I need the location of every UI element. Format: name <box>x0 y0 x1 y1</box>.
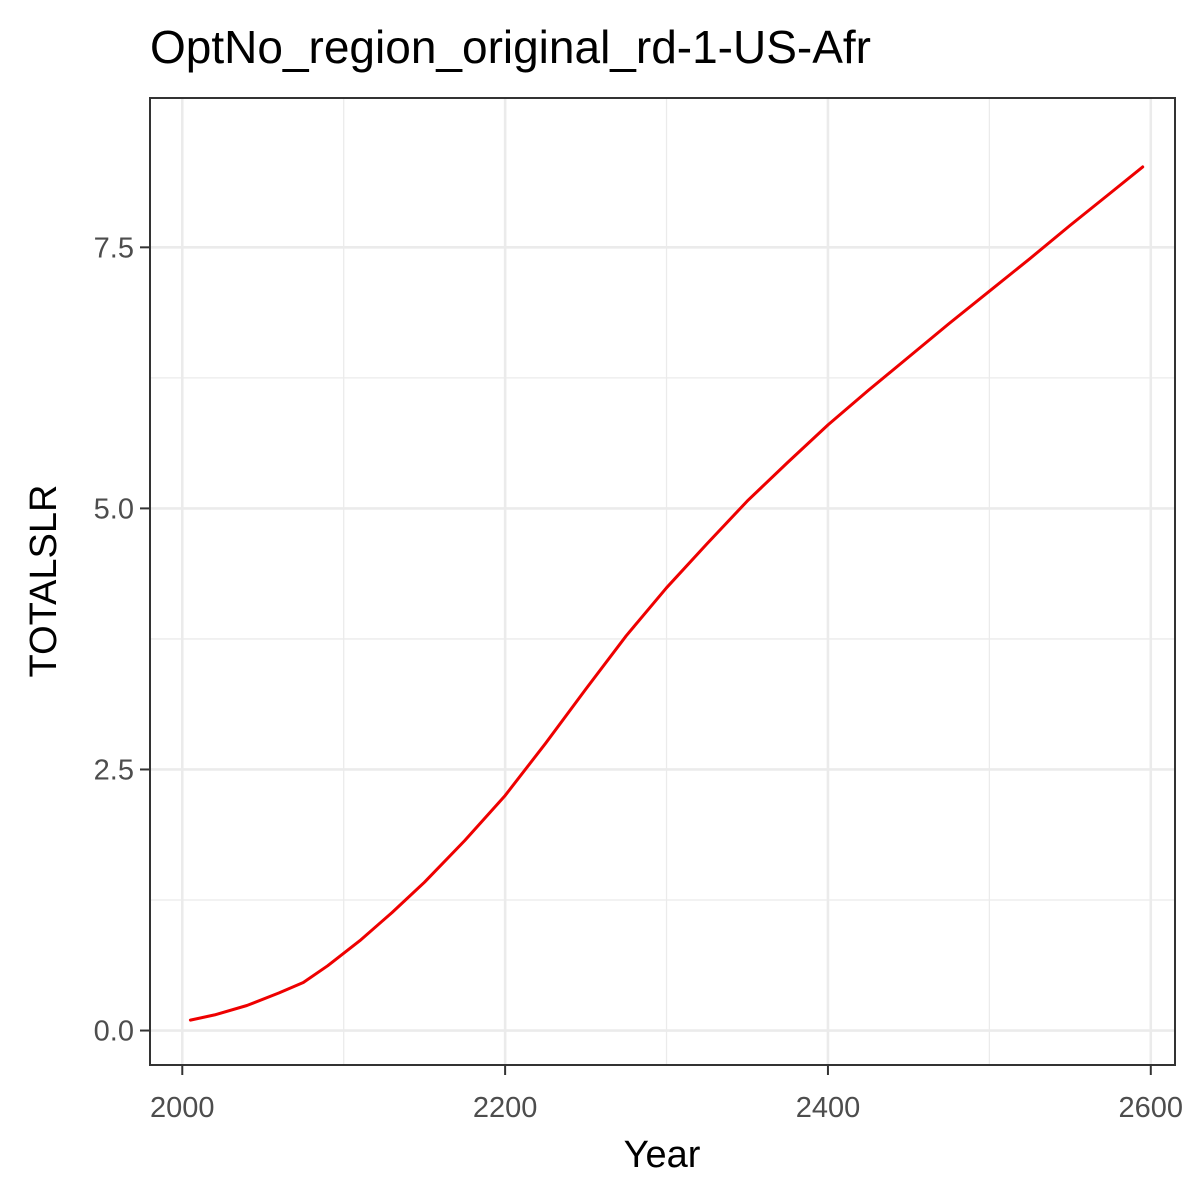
plot-panel-border <box>149 97 1176 1066</box>
chart-title: OptNo_region_original_rd-1-US-Afr <box>150 21 871 73</box>
series-line <box>188 165 1145 1022</box>
y-axis-title: TOTALSLR <box>23 485 65 678</box>
y-axis: 0.0 2.5 5.0 7.5 <box>94 232 150 1048</box>
major-gridlines <box>150 98 1175 1065</box>
y-tick-label: 2.5 <box>94 754 134 786</box>
x-axis: 2000 2200 2400 2600 <box>150 1065 1183 1124</box>
y-tick-label: 7.5 <box>94 232 134 264</box>
y-tick-label: 0.0 <box>94 1016 134 1048</box>
x-tick-label: 2600 <box>1119 1092 1184 1124</box>
y-tick-label: 5.0 <box>94 493 134 525</box>
series-layer <box>188 165 1145 1022</box>
x-axis-title: Year <box>624 1134 701 1176</box>
x-tick-label: 2000 <box>150 1092 215 1124</box>
minor-gridlines <box>150 98 1175 1065</box>
x-tick-label: 2400 <box>796 1092 861 1124</box>
x-tick-label: 2200 <box>473 1092 538 1124</box>
